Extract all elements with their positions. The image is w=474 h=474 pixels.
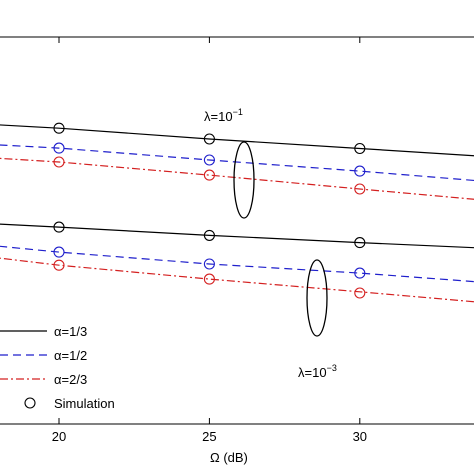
x-tick-label: 25 — [202, 429, 216, 444]
lower-group-annotation: λ=10−3 — [298, 363, 337, 380]
legend-marker-simulation — [24, 397, 36, 409]
x-tick-label: 30 — [353, 429, 367, 444]
simulation-point — [203, 258, 215, 270]
series-line-upper-1 — [0, 144, 474, 182]
lower-group-ellipse — [306, 259, 328, 337]
simulation-point — [354, 237, 366, 249]
x-axis-label: Ω (dB) — [210, 450, 248, 465]
simulation-point — [203, 229, 215, 241]
series-line-upper-2 — [0, 157, 474, 200]
simulation-point — [354, 165, 366, 177]
simulation-point — [354, 287, 366, 299]
x-tick-label: 20 — [52, 429, 66, 444]
series-line-lower-3 — [0, 223, 474, 249]
simulation-point — [53, 122, 65, 134]
legend: α=1/3 α=1/2 α=2/3 Simulation — [0, 324, 115, 411]
legend-label-alpha-1-3: α=1/3 — [54, 324, 87, 339]
upper-group-annotation: λ=10−1 — [204, 107, 243, 124]
simulation-point — [53, 142, 65, 154]
simulation-point — [53, 156, 65, 168]
legend-label-alpha-1-2: α=1/2 — [54, 348, 87, 363]
series-line-lower-4 — [0, 245, 474, 283]
plot-frame — [0, 36, 474, 425]
simulation-point — [203, 133, 215, 145]
simulation-point — [354, 267, 366, 279]
simulation-point — [203, 154, 215, 166]
simulation-point — [203, 273, 215, 285]
simulation-point — [53, 246, 65, 258]
simulation-point — [203, 169, 215, 181]
x-tick-layer: 202530354045 — [52, 37, 367, 444]
simulation-point — [53, 259, 65, 271]
series-layer — [0, 124, 474, 303]
marker-layer — [53, 122, 366, 299]
simulation-point — [53, 221, 65, 233]
legend-label-simulation: Simulation — [54, 396, 115, 411]
simulation-point — [354, 142, 366, 155]
series-line-lower-5 — [0, 257, 474, 303]
simulation-point — [354, 183, 366, 195]
upper-group-ellipse — [233, 141, 255, 219]
legend-label-alpha-2-3: α=2/3 — [54, 372, 87, 387]
series-line-upper-0 — [0, 124, 474, 157]
